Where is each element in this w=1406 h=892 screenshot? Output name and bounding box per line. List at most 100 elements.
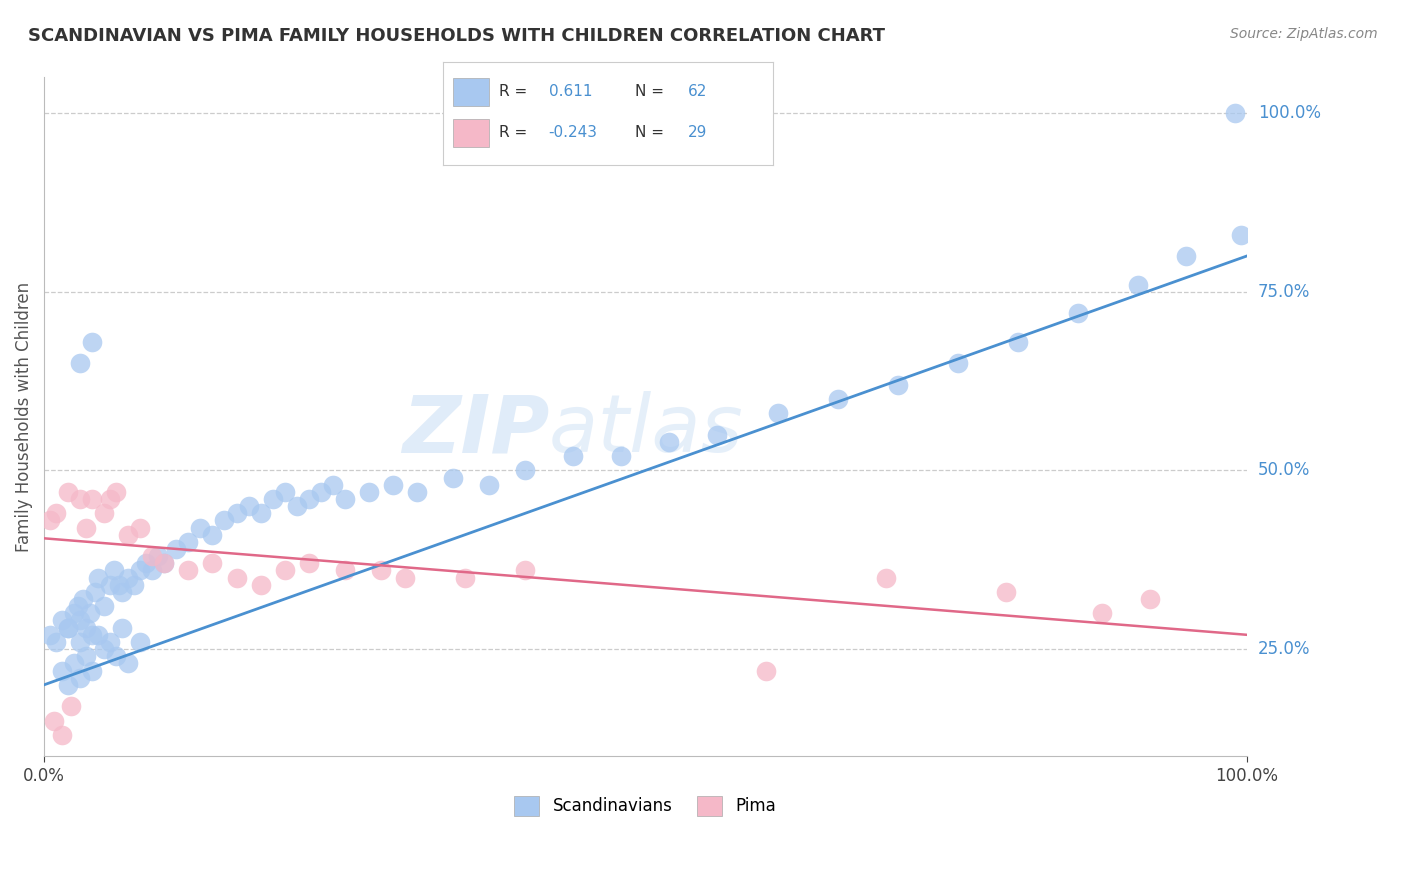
Point [117, 657, 139, 671]
Point [875, 571, 897, 585]
Text: 50.0%: 50.0% [1258, 461, 1310, 479]
Text: 100.0%: 100.0% [1258, 104, 1320, 122]
Legend: Scandinavians, Pima: Scandinavians, Pima [508, 789, 783, 822]
Point [153, 557, 176, 571]
Point [273, 564, 295, 578]
Point [111, 585, 134, 599]
Point [129, 564, 152, 578]
Point [190, 520, 212, 534]
Point [201, 527, 224, 541]
Point [66, 599, 89, 614]
Point [1175, 249, 1198, 263]
Point [766, 406, 789, 420]
Point [39, 628, 62, 642]
Point [82, 491, 104, 506]
Text: 25.0%: 25.0% [1258, 640, 1310, 658]
Point [129, 635, 152, 649]
Point [69, 356, 91, 370]
Point [1229, 227, 1251, 242]
Text: SCANDINAVIAN VS PIMA FAMILY HOUSEHOLDS WITH CHILDREN CORRELATION CHART: SCANDINAVIAN VS PIMA FAMILY HOUSEHOLDS W… [28, 27, 886, 45]
Point [298, 491, 321, 506]
Y-axis label: Family Households with Children: Family Households with Children [15, 282, 32, 552]
Text: ZIP: ZIP [402, 392, 550, 469]
Point [59, 699, 82, 714]
Text: 29: 29 [688, 126, 707, 140]
Point [69, 671, 91, 685]
Point [105, 649, 128, 664]
Point [165, 542, 187, 557]
Point [827, 392, 849, 406]
Point [63, 657, 86, 671]
Point [111, 621, 134, 635]
Text: 62: 62 [688, 85, 707, 99]
Point [298, 557, 321, 571]
Point [249, 506, 271, 520]
Point [82, 628, 104, 642]
Point [887, 377, 910, 392]
FancyBboxPatch shape [453, 119, 489, 147]
Point [141, 564, 163, 578]
Point [394, 571, 416, 585]
Point [56, 678, 79, 692]
Point [1223, 106, 1246, 120]
Point [285, 499, 308, 513]
Point [69, 614, 91, 628]
Point [1128, 277, 1150, 292]
Point [87, 571, 110, 585]
Point [309, 484, 332, 499]
Point [225, 506, 247, 520]
Text: -0.243: -0.243 [548, 126, 598, 140]
Point [513, 463, 536, 477]
Point [63, 607, 86, 621]
Point [82, 664, 104, 678]
Point [322, 477, 344, 491]
Point [129, 520, 152, 534]
Point [225, 571, 247, 585]
Point [238, 499, 260, 513]
Point [153, 557, 176, 571]
Point [148, 549, 170, 564]
Point [69, 491, 91, 506]
Point [755, 664, 778, 678]
Point [105, 484, 128, 499]
Point [98, 578, 121, 592]
Point [93, 506, 115, 520]
Point [82, 334, 104, 349]
Point [51, 614, 73, 628]
Point [103, 564, 125, 578]
Point [177, 564, 200, 578]
Point [1091, 607, 1114, 621]
Point [333, 491, 356, 506]
Point [946, 356, 969, 370]
Text: N =: N = [634, 85, 664, 99]
Point [406, 484, 429, 499]
Point [56, 621, 79, 635]
Point [201, 557, 224, 571]
Point [513, 564, 536, 578]
Point [141, 549, 163, 564]
Point [87, 628, 110, 642]
Point [124, 578, 146, 592]
Point [1139, 592, 1161, 607]
Point [107, 578, 129, 592]
Point [610, 449, 633, 463]
Point [75, 520, 97, 534]
Point [93, 599, 115, 614]
Point [441, 470, 464, 484]
Point [381, 477, 404, 491]
Point [995, 585, 1018, 599]
Point [706, 427, 728, 442]
Text: atlas: atlas [550, 392, 744, 469]
Point [658, 434, 681, 449]
Point [273, 484, 295, 499]
Text: 75.0%: 75.0% [1258, 283, 1310, 301]
FancyBboxPatch shape [453, 78, 489, 106]
Point [51, 728, 73, 742]
Point [98, 491, 121, 506]
Point [72, 592, 94, 607]
Point [1067, 306, 1090, 320]
Text: R =: R = [499, 85, 527, 99]
Point [98, 635, 121, 649]
Point [357, 484, 380, 499]
Point [478, 477, 501, 491]
